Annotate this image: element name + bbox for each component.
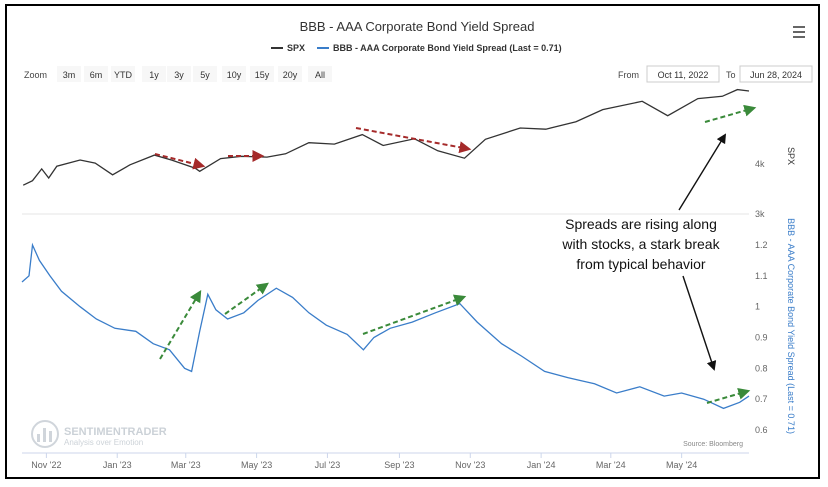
green-arrow-3 xyxy=(362,294,467,335)
spread-axis: 1.2 1.1 1 0.9 0.8 0.7 0.6 xyxy=(755,240,768,435)
spread-tick-label: 0.9 xyxy=(755,333,768,343)
zoom-button-all[interactable] xyxy=(308,66,332,82)
annotation-line-2: with stocks, a stark break xyxy=(561,236,720,252)
watermark-logo: SENTIMENTRADER Analysis over Emotion xyxy=(31,420,167,448)
green-arrow-5 xyxy=(706,387,751,404)
x-tick-label: May '24 xyxy=(666,460,697,470)
zoom-button-label-ytd[interactable]: YTD xyxy=(114,70,133,80)
spx-tick-label: 3k xyxy=(755,209,765,219)
legend-label-spx[interactable]: SPX xyxy=(287,43,305,53)
zoom-button-label-10y[interactable]: 10y xyxy=(227,70,242,80)
x-tick-label: Mar '23 xyxy=(171,460,201,470)
legend-label-spread[interactable]: BBB - AAA Corporate Bond Yield Spread (L… xyxy=(333,43,562,53)
spx-axis-title: SPX xyxy=(786,147,796,165)
x-tick-label: May '23 xyxy=(241,460,272,470)
x-tick-label: Jan '24 xyxy=(527,460,556,470)
annotation-arrows xyxy=(154,104,757,404)
spread-axis-title: BBB - AAA Corporate Bond Yield Spread (L… xyxy=(786,218,796,434)
zoom-button-label-3m[interactable]: 3m xyxy=(63,70,76,80)
zoom-button-label-1y[interactable]: 1y xyxy=(149,70,159,80)
watermark-text: SENTIMENTRADER xyxy=(64,426,167,438)
spread-tick-label: 1.2 xyxy=(755,240,768,250)
spx-tick-label: 4k xyxy=(755,159,765,169)
spread-tick-label: 0.8 xyxy=(755,363,768,373)
callout-arrow-up xyxy=(678,133,727,211)
spread-tick-label: 1.1 xyxy=(755,271,768,281)
from-date-input-box[interactable] xyxy=(646,65,720,83)
zoom-button-6m[interactable] xyxy=(84,66,108,82)
from-label: From xyxy=(618,70,639,80)
zoom-button-10y[interactable] xyxy=(222,66,246,82)
chart-svg: BBB - AAA Corporate Bond Yield Spread SP… xyxy=(21,19,813,470)
to-date-input-box[interactable] xyxy=(739,65,813,83)
green-arrow-1 xyxy=(159,289,202,360)
green-arrow-2 xyxy=(224,282,269,315)
chart-title: BBB - AAA Corporate Bond Yield Spread xyxy=(300,19,535,34)
red-arrow-1 xyxy=(154,153,206,170)
zoom-button-label-6m[interactable]: 6m xyxy=(90,70,103,80)
zoom-bar: Zoom 3m 6m YTD 1y 3y 5y 10y 15y 20y All xyxy=(24,66,332,82)
x-axis: Nov '22 Jan '23 Mar '23 May '23 Jul '23 Sep '… xyxy=(31,453,697,470)
x-tick-label: Nov '23 xyxy=(455,460,485,470)
zoom-button-5y[interactable] xyxy=(193,66,217,82)
x-tick-label: Mar '24 xyxy=(596,460,626,470)
zoom-label: Zoom xyxy=(24,70,47,80)
chart-frame: BBB - AAA Corporate Bond Yield Spread SP… xyxy=(5,4,820,479)
zoom-button-label-3y[interactable]: 3y xyxy=(174,70,184,80)
zoom-button-3y[interactable] xyxy=(167,66,191,82)
x-tick-label: Sep '23 xyxy=(384,460,414,470)
watermark-tagline: Analysis over Emotion xyxy=(64,438,143,447)
red-arrow-3 xyxy=(355,127,472,154)
spread-tick-label: 0.6 xyxy=(755,425,768,435)
x-tick-label: Jan '23 xyxy=(103,460,132,470)
zoom-button-label-all[interactable]: All xyxy=(315,70,325,80)
source-note: Source: Bloomberg xyxy=(683,441,743,448)
annotation-callout: Spreads are rising along with stocks, a … xyxy=(561,216,720,272)
annotation-line-1: Spreads are rising along xyxy=(565,216,717,232)
x-tick-label: Jul '23 xyxy=(315,460,341,470)
zoom-button-3m[interactable] xyxy=(57,66,81,82)
x-tick-label: Nov '22 xyxy=(31,460,61,470)
zoom-button-label-20y[interactable]: 20y xyxy=(283,70,298,80)
zoom-button-label-5y[interactable]: 5y xyxy=(200,70,210,80)
zoom-button-20y[interactable] xyxy=(278,66,302,82)
hamburger-menu-icon[interactable] xyxy=(793,26,805,38)
annotation-line-3: from typical behavior xyxy=(576,256,706,272)
to-date-input[interactable]: Jun 28, 2024 xyxy=(750,70,802,80)
zoom-button-15y[interactable] xyxy=(250,66,274,82)
spx-series-line xyxy=(22,88,750,186)
from-date-input[interactable]: Oct 11, 2022 xyxy=(658,70,709,80)
spread-series-line xyxy=(21,242,750,410)
spread-tick-label: 1 xyxy=(755,302,760,312)
spx-axis: 4k 3k xyxy=(755,159,765,219)
zoom-button-ytd[interactable] xyxy=(111,66,135,82)
date-range: From Oct 11, 2022 To Jun 28, 2024 xyxy=(618,65,813,83)
callout-arrow-down xyxy=(682,275,717,371)
to-label: To xyxy=(726,70,736,80)
spread-tick-label: 0.7 xyxy=(755,394,768,404)
legend: SPX BBB - AAA Corporate Bond Yield Sprea… xyxy=(271,43,562,53)
zoom-button-1y[interactable] xyxy=(142,66,166,82)
green-arrow-4 xyxy=(704,104,757,123)
zoom-button-label-15y[interactable]: 15y xyxy=(255,70,270,80)
